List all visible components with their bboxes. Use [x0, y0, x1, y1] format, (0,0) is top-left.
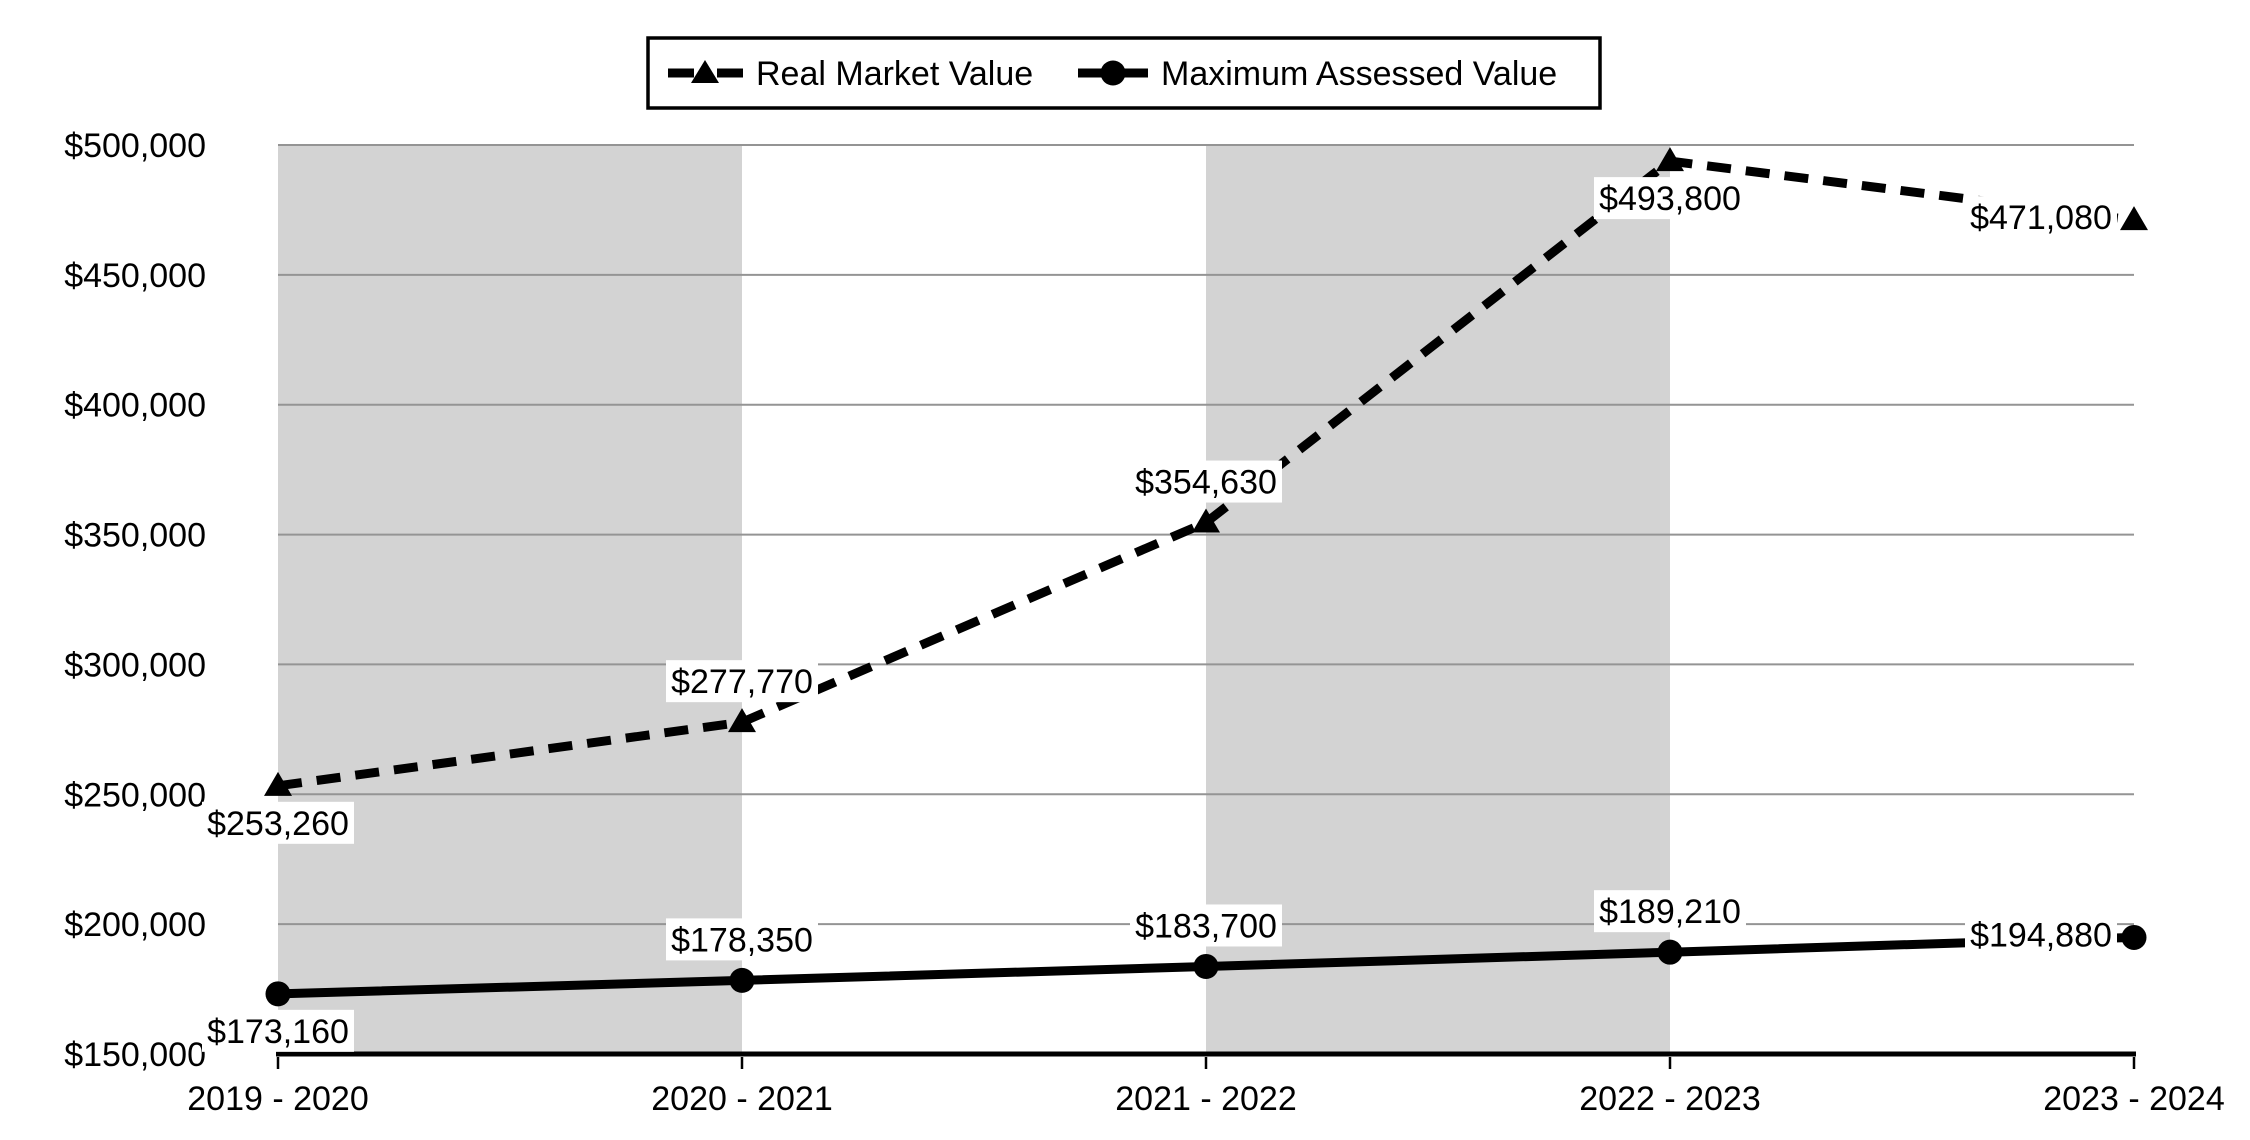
data-label-box	[202, 801, 354, 844]
data-label-box	[666, 918, 818, 961]
data-label-box	[1130, 904, 1282, 947]
real-market-value-line	[277, 156, 2135, 791]
plot-band	[278, 144, 742, 1052]
x-axis-labels: 2019 - 2020 2020 - 2021 2021 - 2022 2022 - …	[187, 1080, 2225, 1118]
data-label: $253,260	[207, 805, 349, 843]
y-axis-labels: $150,000 $200,000 $250,000 $300,000 $350,000…	[64, 127, 206, 1074]
plot-band	[1206, 144, 1670, 1052]
y-axis-tick-label: $250,000	[64, 776, 206, 814]
circle-marker-icon	[265, 981, 291, 1007]
y-axis-tick-label: $200,000	[64, 906, 206, 944]
triangle-marker-icon	[2120, 206, 2148, 231]
x-axis-tick-label: 2019 - 2020	[187, 1080, 369, 1118]
data-label: $189,210	[1599, 893, 1741, 931]
data-label: $178,350	[671, 921, 813, 959]
data-label: $493,800	[1599, 180, 1741, 218]
x-axis-tick-label: 2023 - 2024	[2043, 1080, 2225, 1118]
gridlines	[278, 144, 2134, 926]
triangle-marker-icon	[1192, 508, 1220, 533]
data-label-box	[666, 660, 818, 703]
data-label: $277,770	[671, 663, 813, 701]
y-axis-tick-label: $150,000	[64, 1036, 206, 1074]
y-axis-tick-label: $500,000	[64, 127, 206, 165]
series-markers	[264, 147, 2148, 1007]
x-axis-tick-label: 2020 - 2021	[651, 1080, 833, 1118]
circle-marker-icon	[729, 967, 755, 993]
legend-box	[646, 36, 1602, 110]
triangle-marker-icon	[264, 771, 292, 796]
legend-item-maximum-assessed-value: Maximum Assessed Value	[1078, 55, 1557, 93]
data-label-box	[202, 1009, 354, 1052]
data-label-box	[1130, 460, 1282, 503]
data-label: $183,700	[1135, 907, 1277, 945]
data-label: $173,160	[207, 1013, 349, 1051]
data-label-box	[1594, 177, 1746, 220]
data-label-box	[1965, 196, 2117, 239]
y-axis-tick-label: $300,000	[64, 646, 206, 684]
data-label-box	[1965, 913, 2117, 956]
y-axis-tick-label: $350,000	[64, 517, 206, 555]
plot-bands	[278, 144, 1670, 1052]
data-label: $194,880	[1970, 916, 2112, 954]
y-axis-tick-label: $400,000	[64, 387, 206, 425]
triangle-marker-icon	[728, 708, 756, 733]
circle-marker-icon	[1193, 953, 1219, 979]
circle-marker-icon	[1657, 939, 1683, 965]
triangle-marker-icon	[1656, 147, 1684, 172]
circle-marker-icon	[1100, 60, 1126, 86]
x-axis	[276, 1051, 2136, 1069]
data-labels: $253,260 $277,770 $354,630 $493,800 $471,080…	[202, 177, 2117, 1052]
x-axis-tick-label: 2021 - 2022	[1115, 1080, 1297, 1118]
data-label: $471,080	[1970, 199, 2112, 237]
legend-label-maximum-assessed-value: Maximum Assessed Value	[1161, 55, 1557, 93]
circle-marker-icon	[2121, 924, 2147, 950]
legend-label-real-market-value: Real Market Value	[756, 55, 1033, 93]
triangle-marker-icon	[691, 60, 719, 83]
y-axis-tick-label: $450,000	[64, 257, 206, 295]
legend-item-real-market-value: Real Market Value	[668, 55, 1033, 93]
legend: Real Market Value Maximum Assessed Value	[646, 36, 1602, 110]
data-label-box	[1594, 890, 1746, 933]
data-label: $354,630	[1135, 464, 1277, 502]
x-axis-tick-label: 2022 - 2023	[1579, 1080, 1761, 1118]
